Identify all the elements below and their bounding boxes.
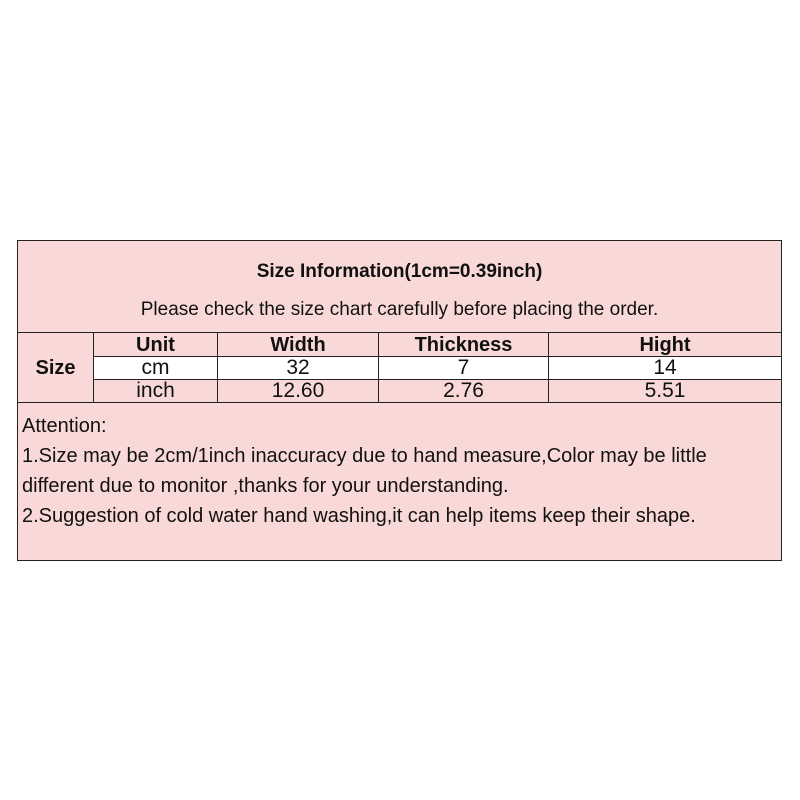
header-width: Width: [217, 332, 379, 357]
cell: inch: [93, 379, 218, 403]
header-thickness: Thickness: [378, 332, 549, 357]
size-subtitle: Please check the size chart carefully be…: [140, 299, 659, 320]
attention-section: Attention: 1.Size may be 2cm/1inch inacc…: [22, 411, 777, 531]
cell: 7: [378, 356, 549, 380]
cell: 5.51: [548, 379, 782, 403]
header-hight: Hight: [548, 332, 782, 357]
cell: cm: [93, 356, 218, 380]
cell: 2.76: [378, 379, 549, 403]
attention-note: 1.Size may be 2cm/1inch inaccuracy due t…: [22, 445, 707, 497]
table-header-row: Size Unit Width Thickness Hight: [17, 332, 782, 403]
size-info-panel: Size Information(1cm=0.39inch) Please ch…: [17, 240, 782, 561]
table-row: cm 32 7 14: [18, 356, 782, 380]
cell: 14: [548, 356, 782, 380]
size-table: Size Unit Width Thickness Hight cm 32 7 …: [17, 332, 782, 403]
header-unit: Unit: [93, 332, 218, 357]
cell: 12.60: [217, 379, 379, 403]
table-row: inch 12.60 2.76 5.51: [18, 379, 782, 403]
size-title: Size Information(1cm=0.39inch): [256, 261, 543, 282]
cell: 32: [217, 356, 379, 380]
attention-heading: Attention:: [22, 415, 107, 437]
attention-note: 2.Suggestion of cold water hand washing,…: [22, 505, 696, 527]
size-row-label: Size: [17, 332, 94, 403]
